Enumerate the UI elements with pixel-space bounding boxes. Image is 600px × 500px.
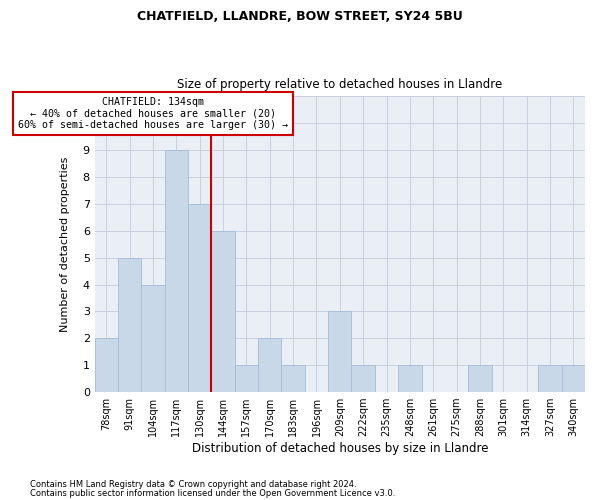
Bar (118, 258, 142, 392)
Text: CHATFIELD, LLANDRE, BOW STREET, SY24 5BU: CHATFIELD, LLANDRE, BOW STREET, SY24 5BU (137, 10, 463, 23)
Bar (538, 365, 562, 392)
Bar (164, 150, 188, 392)
Bar (95, 338, 118, 392)
Text: Contains public sector information licensed under the Open Government Licence v3: Contains public sector information licen… (30, 488, 395, 498)
Title: Size of property relative to detached houses in Llandre: Size of property relative to detached ho… (177, 78, 502, 91)
Bar (142, 284, 164, 392)
Bar (235, 365, 258, 392)
Bar (188, 204, 211, 392)
Bar (281, 365, 305, 392)
Text: CHATFIELD: 134sqm
← 40% of detached houses are smaller (20)
60% of semi-detached: CHATFIELD: 134sqm ← 40% of detached hous… (18, 97, 288, 130)
Bar (398, 365, 422, 392)
Bar (562, 365, 585, 392)
Bar (328, 312, 352, 392)
Bar (468, 365, 491, 392)
X-axis label: Distribution of detached houses by size in Llandre: Distribution of detached houses by size … (191, 442, 488, 455)
Bar (352, 365, 375, 392)
Y-axis label: Number of detached properties: Number of detached properties (60, 156, 70, 332)
Bar (211, 231, 235, 392)
Bar (258, 338, 281, 392)
Text: Contains HM Land Registry data © Crown copyright and database right 2024.: Contains HM Land Registry data © Crown c… (30, 480, 356, 489)
